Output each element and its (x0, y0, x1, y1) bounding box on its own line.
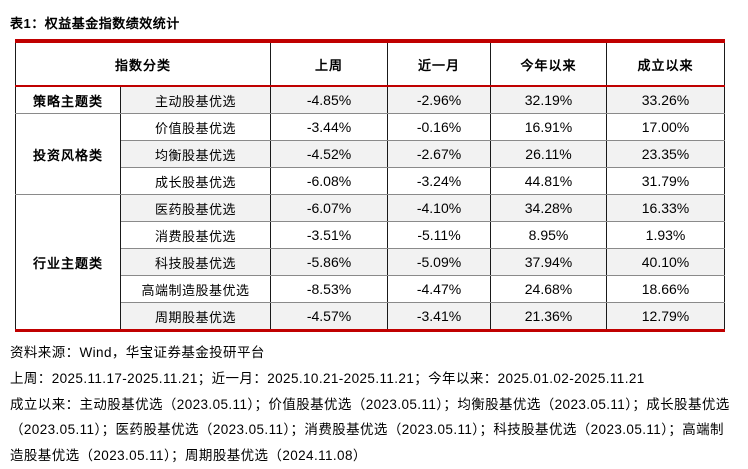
group-label-strategy: 策略主题类 (15, 85, 121, 114)
value-last-month: -0.16% (387, 113, 492, 141)
table-row: 成长股基优选 -6.08% -3.24% 44.81% 31.79% (16, 167, 726, 195)
value-last-month: -2.67% (387, 140, 492, 168)
value-ytd: 37.94% (490, 248, 608, 276)
value-ytd: 8.95% (490, 221, 608, 249)
value-since-inception: 40.10% (606, 248, 726, 276)
value-since-inception: 16.33% (606, 194, 726, 222)
value-ytd: 32.19% (490, 85, 608, 114)
fund-name: 周期股基优选 (119, 302, 272, 331)
value-last-week: -4.85% (270, 85, 389, 114)
table-row: 行业主题类 医药股基优选 -6.07% -4.10% 34.28% 16.33% (15, 194, 726, 331)
value-ytd: 44.81% (490, 167, 608, 195)
table-row: 周期股基优选 -4.57% -3.41% 21.36% 12.79% (16, 302, 726, 331)
value-last-month: -3.24% (387, 167, 492, 195)
fund-name: 主动股基优选 (119, 85, 272, 114)
value-ytd: 24.68% (490, 275, 608, 303)
value-since-inception: 31.79% (606, 167, 726, 195)
value-since-inception: 12.79% (606, 302, 726, 331)
inception-note: 成立以来：主动股基优选（2023.05.11）；价值股基优选（2023.05.1… (10, 396, 730, 464)
value-ytd: 21.36% (490, 302, 608, 331)
value-last-week: -3.44% (270, 113, 389, 141)
value-last-week: -5.86% (270, 248, 389, 276)
table-row: 均衡股基优选 -4.52% -2.67% 26.11% 23.35% (16, 140, 726, 168)
column-header-last-month: 近一月 (387, 41, 492, 87)
table-row: 高端制造股基优选 -8.53% -4.47% 24.68% 18.66% (16, 275, 726, 303)
fund-name: 高端制造股基优选 (119, 275, 272, 303)
fund-name: 消费股基优选 (119, 221, 272, 249)
value-last-week: -6.08% (270, 167, 389, 195)
value-last-week: -4.57% (270, 302, 389, 331)
source-note: 资料来源：Wind，华宝证券基金投研平台 (10, 345, 265, 360)
value-last-month: -4.10% (387, 194, 492, 222)
value-since-inception: 18.66% (606, 275, 726, 303)
period-note: 上周：2025.11.17-2025.11.21；近一月：2025.10.21-… (10, 370, 645, 386)
table-row: 投资风格类 价值股基优选 -3.44% -0.16% 16.91% 17.00% (15, 113, 726, 195)
value-ytd: 26.11% (490, 140, 608, 168)
value-since-inception: 17.00% (606, 113, 726, 141)
column-header-last-week: 上周 (270, 41, 389, 87)
column-header-category: 指数分类 (14, 41, 272, 87)
fund-name: 价值股基优选 (119, 113, 272, 141)
value-last-month: -3.41% (387, 302, 492, 331)
column-header-since-inception: 成立以来 (606, 41, 726, 87)
value-since-inception: 1.93% (606, 221, 726, 249)
table-header: 指数分类 上周 近一月 今年以来 成立以来 (14, 41, 726, 87)
page-title: 表1：权益基金指数绩效统计 (10, 16, 180, 31)
group-label-industry: 行业主题类 (15, 194, 121, 331)
table-row: 科技股基优选 -5.86% -5.09% 37.94% 40.10% (16, 248, 726, 276)
value-last-month: -5.11% (387, 221, 492, 249)
fund-name: 医药股基优选 (119, 194, 272, 222)
fund-index-performance-table: 指数分类 上周 近一月 今年以来 成立以来 策略主题类 主动股基优选 -4.85… (14, 39, 726, 332)
value-last-week: -3.51% (270, 221, 389, 249)
value-last-month: -5.09% (387, 248, 492, 276)
value-last-month: -2.96% (387, 85, 492, 114)
value-last-week: -8.53% (270, 275, 389, 303)
fund-name: 成长股基优选 (119, 167, 272, 195)
table-row: 消费股基优选 -3.51% -5.11% 8.95% 1.93% (16, 221, 726, 249)
value-last-month: -4.47% (387, 275, 492, 303)
table-footnotes: 资料来源：Wind，华宝证券基金投研平台 上周：2025.11.17-2025.… (10, 340, 734, 469)
column-header-ytd: 今年以来 (490, 41, 608, 87)
value-ytd: 34.28% (490, 194, 608, 222)
value-ytd: 16.91% (490, 113, 608, 141)
header-row: 指数分类 上周 近一月 今年以来 成立以来 (14, 41, 726, 87)
table-row: 策略主题类 主动股基优选 -4.85% -2.96% 32.19% 33.26% (15, 85, 726, 114)
value-last-week: -4.52% (270, 140, 389, 168)
fund-name: 科技股基优选 (119, 248, 272, 276)
value-since-inception: 33.26% (606, 85, 726, 114)
value-since-inception: 23.35% (606, 140, 726, 168)
group-label-style: 投资风格类 (15, 113, 121, 195)
value-last-week: -6.07% (270, 194, 389, 222)
fund-name: 均衡股基优选 (119, 140, 272, 168)
